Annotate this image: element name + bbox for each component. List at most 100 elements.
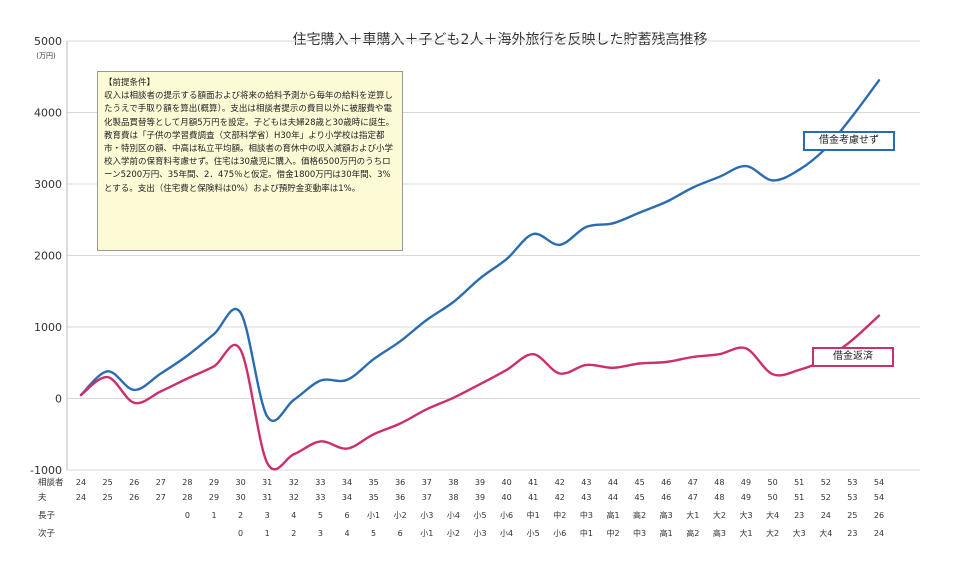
table-cell: 大4: [766, 510, 779, 520]
table-cell: 大3: [793, 528, 806, 538]
table-cell: 29: [209, 478, 219, 487]
table-cell: 33: [315, 478, 325, 487]
table-cell: 小6: [500, 511, 513, 520]
table-cell: 小4: [500, 529, 513, 538]
table-cell: 小2: [394, 511, 407, 520]
table-cell: 4: [344, 529, 349, 538]
table-cell: 47: [688, 493, 698, 502]
table-cell: 小2: [447, 529, 460, 538]
table-cell: 52: [821, 493, 831, 502]
table-cell: 24: [821, 511, 831, 520]
table-cell: 42: [555, 493, 565, 502]
table-cell: 28: [182, 478, 192, 487]
table-cell: 48: [714, 478, 724, 487]
y-tick-label: 3000: [34, 178, 62, 191]
table-cell: 中1: [580, 528, 593, 538]
table-cell: 2: [291, 529, 296, 538]
table-cell: 小6: [553, 529, 566, 538]
table-cell: 5: [371, 529, 376, 538]
y-tick-label: 2000: [34, 250, 62, 263]
table-cell: 0: [185, 511, 190, 520]
table-cell: 46: [661, 478, 671, 487]
table-cell: 26: [874, 511, 884, 520]
table-cell: 大2: [713, 510, 726, 520]
table-cell: 35: [369, 478, 379, 487]
table-cell: 小5: [527, 529, 540, 538]
table-cell: 48: [714, 493, 724, 502]
table-cell: 39: [475, 493, 485, 502]
table-cell: 49: [741, 493, 751, 502]
table-cell: 46: [661, 493, 671, 502]
table-cell: 中2: [553, 510, 566, 520]
table-cell: 23: [847, 529, 857, 538]
table-cell: 44: [608, 493, 618, 502]
assumptions-note: 【前提条件】 収入は相談者の提示する額面および将来の給料予測から毎年の給料を逆算…: [97, 71, 403, 251]
table-cell: 32: [289, 493, 299, 502]
table-cell: 高3: [660, 510, 673, 520]
table-cell: 5: [318, 511, 323, 520]
table-cell: 大2: [766, 528, 779, 538]
table-cell: 24: [76, 478, 86, 487]
table-cell: 40: [502, 478, 512, 487]
table-cell: 36: [395, 493, 405, 502]
table-cell: 中3: [633, 528, 646, 538]
table-cell: 43: [581, 493, 591, 502]
table-cell: 30: [236, 493, 246, 502]
y-axis-unit: (万円): [36, 52, 56, 60]
table-row-label: 相談者: [38, 477, 64, 488]
series-label-debt-repay: 借金返済: [812, 347, 894, 367]
table-cell: 47: [688, 478, 698, 487]
table-cell: 大3: [739, 510, 752, 520]
table-cell: 53: [847, 493, 857, 502]
table-cell: 1: [211, 511, 216, 520]
table-cell: 高2: [686, 528, 699, 538]
table-cell: 50: [768, 478, 778, 487]
table-cell: 小4: [447, 511, 460, 520]
table-cell: 1: [265, 529, 270, 538]
table-cell: 31: [262, 493, 272, 502]
y-tick-label: 4000: [34, 107, 62, 120]
table-cell: 0: [238, 529, 243, 538]
table-cell: 中1: [527, 510, 540, 520]
table-cell: 26: [129, 478, 139, 487]
table-cell: 34: [342, 478, 352, 487]
table-cell: 51: [794, 478, 804, 487]
table-cell: 高1: [660, 528, 673, 538]
table-cell: 27: [156, 493, 166, 502]
table-cell: 36: [395, 478, 405, 487]
table-cell: 41: [528, 478, 538, 487]
table-cell: 小1: [420, 529, 433, 538]
table-cell: 大4: [819, 528, 832, 538]
table-cell: 6: [344, 511, 349, 520]
table-cell: 大1: [686, 510, 699, 520]
table-cell: 54: [874, 478, 884, 487]
table-cell: 51: [794, 493, 804, 502]
table-cell: 高1: [606, 510, 619, 520]
table-cell: 43: [581, 478, 591, 487]
table-cell: 38: [448, 478, 458, 487]
table-cell: 中3: [580, 510, 593, 520]
table-cell: 大1: [739, 528, 752, 538]
table-cell: 27: [156, 478, 166, 487]
table-cell: 38: [448, 493, 458, 502]
table-cell: 33: [315, 493, 325, 502]
table-cell: 28: [182, 493, 192, 502]
table-cell: 31: [262, 478, 272, 487]
series-line-debt-repay: [79, 314, 881, 471]
series-line-no-debt: [79, 79, 881, 422]
table-cell: 小1: [367, 511, 380, 520]
assumptions-title: 【前提条件】: [104, 78, 156, 88]
assumptions-text: 収入は相談者の提示する額面および将来の給料予測から毎年の給料を逆算したうえで手取…: [104, 91, 395, 194]
table-row-label: 夫: [38, 492, 47, 503]
table-cell: 24: [874, 529, 884, 538]
table-cell: 25: [103, 478, 113, 487]
table-cell: 4: [291, 511, 296, 520]
table-cell: 50: [768, 493, 778, 502]
table-cell: 45: [635, 478, 645, 487]
table-cell: 41: [528, 493, 538, 502]
y-tick-label: -1000: [30, 464, 62, 477]
y-tick-label: 5000: [34, 35, 62, 48]
